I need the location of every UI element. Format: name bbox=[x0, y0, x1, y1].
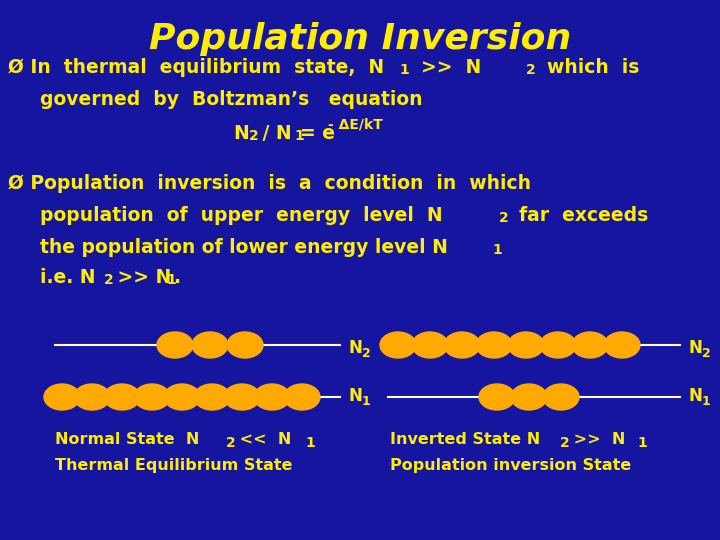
Text: 1: 1 bbox=[399, 63, 409, 77]
Text: Ø Population  inversion  is  a  condition  in  which: Ø Population inversion is a condition in… bbox=[8, 174, 531, 193]
Ellipse shape bbox=[572, 332, 608, 358]
Text: Ø In  thermal  equilibrium  state,  N: Ø In thermal equilibrium state, N bbox=[8, 58, 391, 77]
Ellipse shape bbox=[134, 384, 170, 410]
Ellipse shape bbox=[444, 332, 480, 358]
Text: population  of  upper  energy  level  N: population of upper energy level N bbox=[40, 206, 443, 225]
Ellipse shape bbox=[227, 332, 263, 358]
Ellipse shape bbox=[74, 384, 110, 410]
Text: 1: 1 bbox=[637, 436, 647, 450]
Text: N: N bbox=[348, 387, 362, 405]
Text: 1: 1 bbox=[702, 395, 711, 408]
Text: / N: / N bbox=[256, 124, 292, 143]
Text: governed  by  Boltzman’s   equation: governed by Boltzman’s equation bbox=[40, 90, 423, 109]
Text: 1: 1 bbox=[166, 273, 176, 287]
Text: 2: 2 bbox=[226, 436, 235, 450]
Text: .: . bbox=[173, 268, 180, 287]
Text: - ΔE/kT: - ΔE/kT bbox=[328, 117, 383, 131]
Ellipse shape bbox=[194, 384, 230, 410]
Text: 1: 1 bbox=[492, 243, 502, 257]
Text: 2: 2 bbox=[362, 347, 371, 360]
Text: N: N bbox=[688, 387, 702, 405]
Ellipse shape bbox=[44, 384, 80, 410]
Text: Population inversion State: Population inversion State bbox=[390, 458, 631, 473]
Text: N: N bbox=[688, 339, 702, 357]
Text: 2: 2 bbox=[560, 436, 570, 450]
Ellipse shape bbox=[543, 384, 579, 410]
Ellipse shape bbox=[604, 332, 640, 358]
Text: Inverted State N: Inverted State N bbox=[390, 432, 540, 447]
Ellipse shape bbox=[284, 384, 320, 410]
Text: = e: = e bbox=[300, 124, 335, 143]
Text: 2: 2 bbox=[499, 211, 509, 225]
Text: >> N: >> N bbox=[111, 268, 171, 287]
Ellipse shape bbox=[164, 384, 200, 410]
Text: 1: 1 bbox=[305, 436, 315, 450]
Ellipse shape bbox=[104, 384, 140, 410]
Text: 2: 2 bbox=[702, 347, 711, 360]
Text: Normal State  N: Normal State N bbox=[55, 432, 199, 447]
Text: 2: 2 bbox=[249, 129, 258, 143]
Text: which  is: which is bbox=[534, 58, 639, 77]
Ellipse shape bbox=[508, 332, 544, 358]
Ellipse shape bbox=[412, 332, 448, 358]
Ellipse shape bbox=[476, 332, 512, 358]
Text: 1: 1 bbox=[362, 395, 371, 408]
Ellipse shape bbox=[479, 384, 515, 410]
Text: >>  N: >> N bbox=[408, 58, 481, 77]
Text: >>  N: >> N bbox=[568, 432, 626, 447]
Ellipse shape bbox=[380, 332, 416, 358]
Text: 2: 2 bbox=[526, 63, 536, 77]
Ellipse shape bbox=[224, 384, 260, 410]
Text: i.e. N: i.e. N bbox=[40, 268, 96, 287]
Ellipse shape bbox=[540, 332, 576, 358]
Text: far  exceeds: far exceeds bbox=[506, 206, 648, 225]
Text: Population Inversion: Population Inversion bbox=[149, 22, 571, 56]
Text: N: N bbox=[233, 124, 248, 143]
Text: N: N bbox=[348, 339, 362, 357]
Text: 2: 2 bbox=[104, 273, 114, 287]
Ellipse shape bbox=[511, 384, 547, 410]
Text: 1: 1 bbox=[294, 129, 304, 143]
Ellipse shape bbox=[254, 384, 290, 410]
Ellipse shape bbox=[157, 332, 193, 358]
Text: the population of lower energy level N: the population of lower energy level N bbox=[40, 238, 448, 257]
Text: Thermal Equilibrium State: Thermal Equilibrium State bbox=[55, 458, 292, 473]
Text: <<  N: << N bbox=[234, 432, 292, 447]
Ellipse shape bbox=[192, 332, 228, 358]
